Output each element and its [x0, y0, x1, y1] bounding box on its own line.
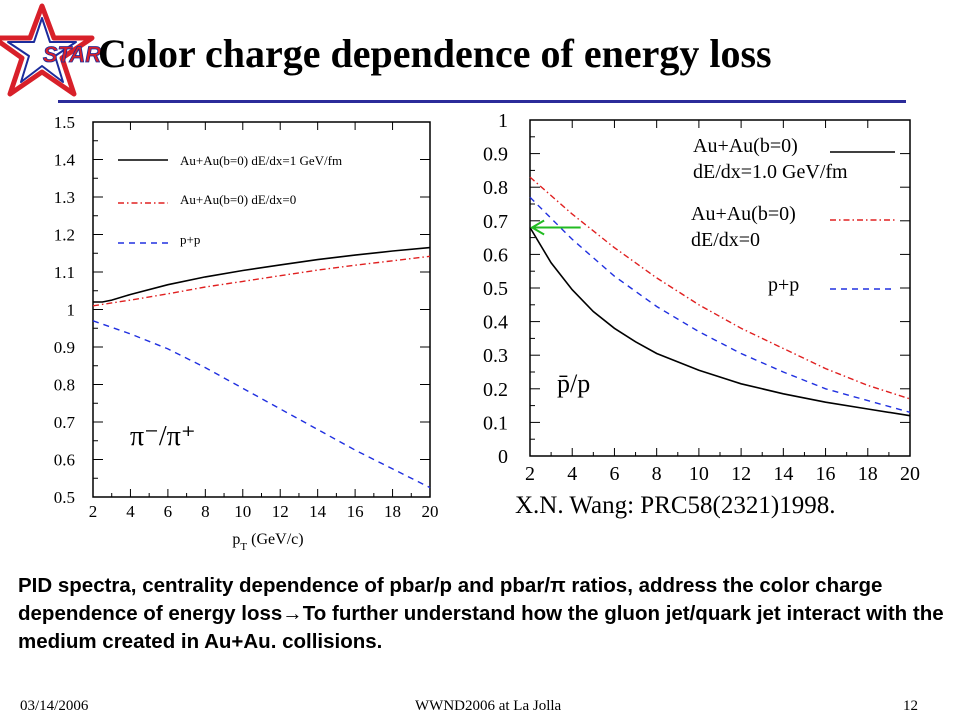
proton-chart-legend-label: Au+Au(b=0) [691, 203, 796, 225]
pion-ratio-chart: 2 4 6 8 10 12 14 16 18 20 0.5 0.6 0.7 0.8 0.9 1 1.1 1.2 1.… [54, 113, 439, 553]
footer-venue: WWND2006 at La Jolla [415, 698, 562, 714]
proton-chart-x-tick-label: 18 [858, 463, 878, 485]
pion-chart-x-axis-label: pT (GeV/c) [232, 531, 303, 553]
pion-chart-series-2-line [92, 320, 431, 489]
pion-chart-series-1-line [92, 255, 431, 307]
title-rule [58, 100, 906, 103]
pion-chart-y-tick-label: 1.5 [54, 113, 75, 132]
proton-chart-series-1-line [529, 176, 911, 400]
proton-chart-series-0-line [529, 227, 911, 417]
pion-chart-y-tick-label: 1.2 [54, 225, 75, 244]
star-logo: STAR [0, 3, 102, 97]
proton-chart-x-tick-label: 16 [816, 463, 836, 485]
pion-chart-x-tick-label: 18 [384, 502, 401, 521]
pion-chart-series-0-line [93, 246, 431, 303]
proton-chart-legend-label: dE/dx=0 [691, 229, 760, 251]
pion-chart-x-tick-label: 8 [201, 502, 210, 521]
proton-chart-y-tick-label: 0.2 [483, 379, 508, 401]
slide-title: Color charge dependence of energy loss [98, 31, 772, 76]
proton-chart-x-tick-label: 4 [567, 463, 577, 485]
proton-ratio-chart: 2 4 6 8 10 12 14 16 18 20 0 0.1 0.2 0.3 0.4 0.5 0.6 0.7 0.… [483, 110, 920, 485]
proton-chart-legend-label: p+p [768, 274, 799, 296]
pion-chart-y-tick-label: 1.4 [54, 150, 76, 169]
footer-page-number: 12 [903, 698, 918, 714]
proton-chart-y-tick-label: 0 [498, 446, 508, 468]
proton-chart-x-tick-label: 20 [900, 463, 920, 485]
slide-body-text: PID spectra, centrality dependence of pb… [18, 574, 944, 653]
pion-chart-x-tick-label: 4 [126, 502, 135, 521]
proton-chart-y-tick-label: 1 [498, 110, 508, 132]
proton-chart-legend-label: Au+Au(b=0) [693, 135, 798, 157]
citation: X.N. Wang: PRC58(2321)1998. [515, 492, 836, 519]
pion-chart-x-tick-label: 12 [272, 502, 289, 521]
pion-chart-legend-label: Au+Au(b=0) dE/dx=0 [180, 192, 296, 207]
star-logo-inner-icon [7, 17, 77, 83]
proton-chart-y-tick-label: 0.5 [483, 278, 508, 300]
pion-chart-y-tick-label: 0.9 [54, 338, 75, 357]
pion-chart-x-tick-label: 14 [309, 502, 327, 521]
pion-chart-x-tick-label: 2 [89, 502, 98, 521]
pion-chart-annotation: π⁻/π⁺ [130, 421, 196, 452]
proton-chart-y-tick-label: 0.9 [483, 144, 508, 166]
proton-chart-x-tick-label: 8 [652, 463, 662, 485]
pion-chart-y-tick-label: 0.8 [54, 375, 75, 394]
proton-chart-y-tick-label: 0.4 [483, 312, 508, 334]
pion-chart-y-tick-label: 0.7 [54, 413, 76, 432]
pion-chart-x-tick-label: 10 [234, 502, 251, 521]
pion-chart-y-tick-label: 0.5 [54, 488, 75, 507]
proton-chart-x-tick-label: 2 [525, 463, 535, 485]
proton-chart-y-tick-label: 0.6 [483, 244, 508, 266]
pion-chart-x-tick-label: 6 [164, 502, 173, 521]
proton-chart-y-tick-label: 0.7 [483, 211, 508, 233]
proton-chart-x-tick-label: 6 [609, 463, 619, 485]
proton-chart-x-tick-label: 12 [731, 463, 751, 485]
footer-date: 03/14/2006 [20, 698, 89, 714]
pion-chart-y-tick-label: 1.1 [54, 263, 75, 282]
proton-chart-y-tick-label: 0.3 [483, 345, 508, 367]
arrow-left-icon [530, 219, 545, 236]
pion-chart-x-tick-label: 16 [347, 502, 364, 521]
proton-chart-series-2-line [529, 196, 911, 413]
proton-chart-y-tick-label: 0.8 [483, 177, 508, 199]
pion-chart-y-tick-label: 1.3 [54, 188, 75, 207]
pion-chart-legend-label: Au+Au(b=0) dE/dx=1 GeV/fm [180, 153, 342, 168]
proton-chart-legend-label: dE/dx=1.0 GeV/fm [693, 161, 848, 183]
proton-chart-x-tick-label: 10 [689, 463, 709, 485]
pion-chart-x-tick-label: 20 [422, 502, 439, 521]
pion-chart-legend-label: p+p [180, 232, 200, 247]
proton-chart-x-tick-label: 14 [773, 463, 793, 485]
proton-chart-annotation: p̄/p [557, 369, 590, 398]
pion-chart-y-tick-label: 1 [67, 300, 76, 319]
star-logo-text: STAR [43, 42, 101, 67]
pion-chart-y-tick-label: 0.6 [54, 450, 75, 469]
proton-chart-y-tick-label: 0.1 [483, 412, 508, 434]
